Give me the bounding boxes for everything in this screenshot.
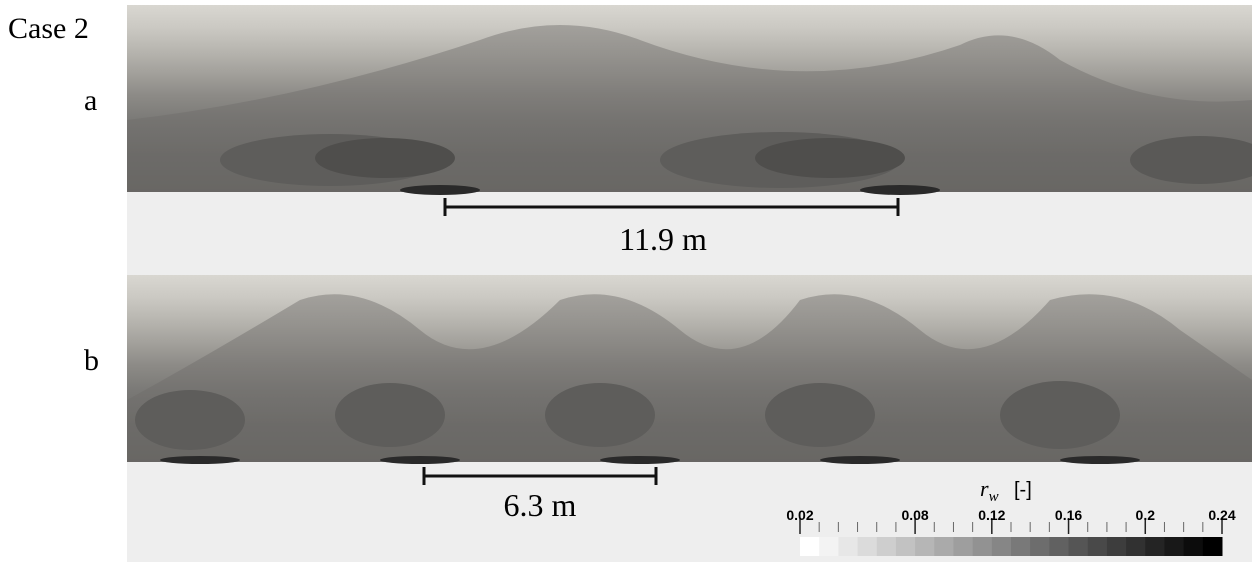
panel-b-contours bbox=[127, 275, 1252, 464]
colorbar-step bbox=[1087, 537, 1108, 556]
colorbar-step bbox=[1049, 537, 1070, 556]
colorbar-step bbox=[1145, 537, 1165, 556]
colorbar-step bbox=[838, 537, 859, 556]
colorbar-step bbox=[857, 537, 878, 556]
panel-label: b bbox=[84, 344, 99, 377]
colorbar-step bbox=[1068, 537, 1089, 556]
colorbar-title: rw bbox=[980, 476, 999, 505]
colorbar-tick-label: 0.12 bbox=[978, 507, 1005, 523]
colorbar-step bbox=[1030, 537, 1050, 556]
colorbar-step bbox=[1106, 537, 1127, 556]
scale-label: 6.3 m bbox=[504, 487, 577, 523]
colorbar-step bbox=[953, 537, 974, 556]
case-label: Case 2 bbox=[8, 12, 89, 45]
colorbar-step bbox=[876, 537, 897, 556]
colorbar-tick-label: 0.02 bbox=[786, 507, 813, 523]
colorbar-tick-label: 0.08 bbox=[901, 507, 928, 523]
colorbar-step bbox=[1164, 537, 1185, 556]
colorbar-tick-label: 0.24 bbox=[1208, 507, 1235, 523]
colorbar-symbol: r bbox=[980, 476, 989, 501]
colorbar-step bbox=[800, 537, 820, 556]
colorbar-step bbox=[895, 537, 916, 556]
colorbar-step bbox=[991, 537, 1012, 556]
panel-label: a bbox=[84, 84, 97, 117]
colorbar-tick-label: 0.2 bbox=[1136, 507, 1156, 523]
scale-label: 11.9 m bbox=[619, 221, 707, 257]
colorbar-step bbox=[1183, 537, 1204, 556]
colorbar-step bbox=[972, 537, 993, 556]
colorbar-tick-label: 0.16 bbox=[1055, 507, 1082, 523]
colorbar-step bbox=[1126, 537, 1146, 556]
colorbar-step bbox=[934, 537, 954, 556]
colorbar-step bbox=[819, 537, 839, 556]
colorbar-step bbox=[915, 537, 935, 556]
colorbar-subscript: w bbox=[989, 489, 999, 505]
colorbar: 0.02 0.08 0.12 0.16 0.2 0.24 bbox=[786, 507, 1236, 556]
colorbar-step bbox=[1202, 537, 1223, 556]
panel-a-contours bbox=[127, 5, 1252, 195]
colorbar-step bbox=[1011, 537, 1031, 556]
colorbar-unit: [-] bbox=[1014, 479, 1032, 501]
scale-bar bbox=[422, 198, 900, 485]
